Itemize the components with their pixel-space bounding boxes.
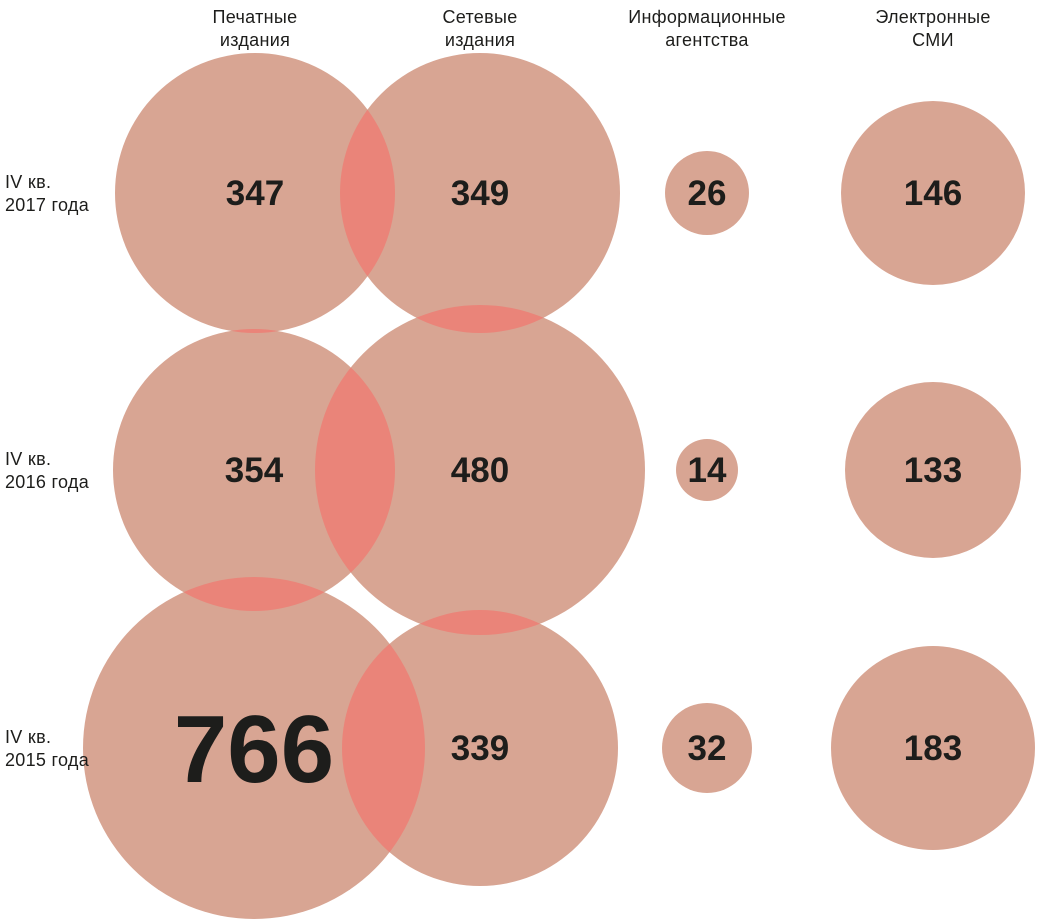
row-label-line: 2017 года	[5, 195, 90, 215]
column-header-line: агентства	[665, 30, 749, 50]
value-label: 146	[904, 174, 962, 213]
row-label-line: IV кв.	[5, 449, 52, 469]
value-label: 26	[688, 174, 727, 213]
column-header-line: Печатные	[212, 7, 298, 27]
bubble-0-2	[665, 151, 749, 235]
bubble-2-3	[831, 646, 1035, 850]
bubble-0-0	[115, 53, 395, 333]
bubble-1-1	[315, 305, 645, 635]
row-label-line: IV кв.	[5, 727, 52, 747]
row-label: IV кв. 2017 года	[5, 171, 89, 217]
column-header-line: издания	[219, 30, 291, 50]
row-label-line: 2016 года	[5, 472, 90, 492]
bubble-2-1	[342, 610, 618, 886]
value-label: 480	[451, 451, 509, 490]
bubble-2-0	[83, 577, 425, 919]
row-label: IV кв. 2015 года	[5, 726, 89, 772]
value-label: 183	[904, 729, 962, 768]
column-header-line: издания	[444, 30, 516, 50]
column-header: Печатные издания	[145, 6, 365, 52]
column-header-line: Сетевые	[442, 7, 518, 27]
bubble-1-2	[676, 439, 738, 501]
value-label: 766	[174, 696, 334, 803]
column-header: Электронные СМИ	[823, 6, 1043, 52]
column-header: Информационные агентства	[597, 6, 817, 52]
value-label: 347	[226, 174, 284, 213]
column-header-line: Электронные	[875, 7, 991, 27]
bubble-0-3	[841, 101, 1025, 285]
row-label-line: IV кв.	[5, 172, 52, 192]
column-header-line: Информационные	[628, 7, 786, 27]
row-label: IV кв. 2016 года	[5, 448, 89, 494]
value-label: 133	[904, 451, 962, 490]
value-label: 339	[451, 729, 509, 768]
bubble-1-0	[113, 329, 395, 611]
bubble-0-1	[340, 53, 620, 333]
value-label: 349	[451, 174, 509, 213]
column-header-line: СМИ	[912, 30, 954, 50]
value-label: 14	[688, 451, 727, 490]
bubble-1-3	[845, 382, 1021, 558]
value-label: 32	[688, 729, 727, 768]
value-label: 354	[225, 451, 284, 490]
column-header: Сетевые издания	[370, 6, 590, 52]
bubble-2-2	[662, 703, 752, 793]
row-label-line: 2015 года	[5, 750, 90, 770]
